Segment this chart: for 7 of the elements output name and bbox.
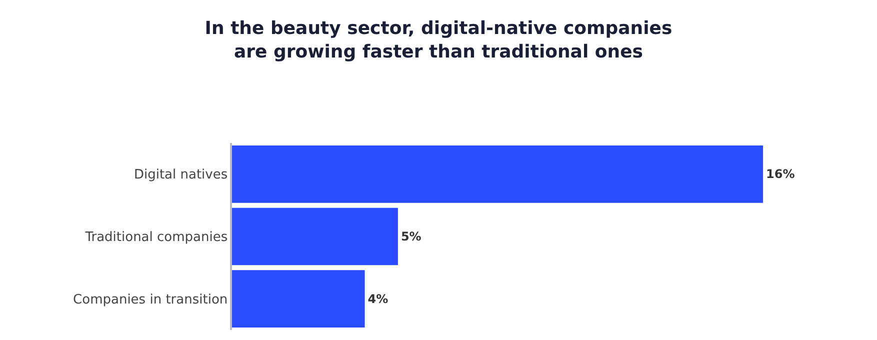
chart-title: In the beauty sector, digital-native companies are growing faster than traditional ones (204, 18, 672, 62)
y-tick-label: Traditional companies (84, 230, 228, 246)
y-tick-label: Digital natives (134, 168, 228, 183)
data-label: 4% (368, 292, 388, 306)
data-label: 5% (400, 230, 422, 244)
y-tick-label: Companies in transition (73, 292, 228, 308)
data-label: 16% (766, 167, 795, 182)
